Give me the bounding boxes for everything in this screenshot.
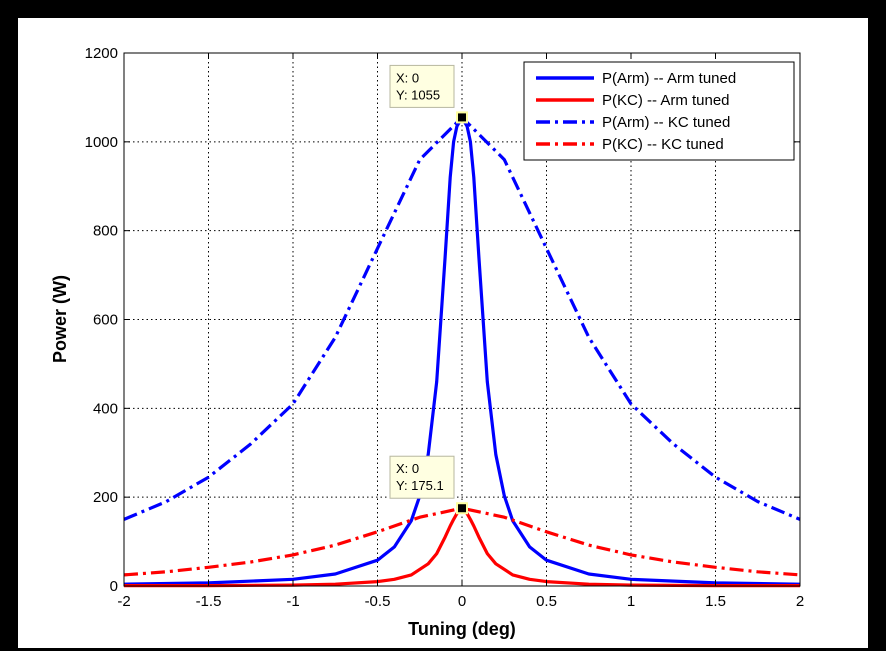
datatip-x: X: 0	[396, 461, 419, 476]
annotations: X: 0 Y: 1055 X: 0 Y: 175.1	[389, 64, 468, 515]
grid	[124, 53, 800, 586]
x-tick-label: -0.5	[365, 593, 391, 610]
legend-label: P(KC) -- Arm tuned	[602, 92, 730, 109]
datatip-box	[389, 455, 455, 499]
y-axis-label: Power (W)	[50, 275, 70, 363]
x-axis-label: Tuning (deg)	[408, 619, 516, 639]
datatip-x: X: 0	[396, 70, 419, 85]
legend-label: P(Arm) -- Arm tuned	[602, 70, 736, 87]
x-tick-label: 2	[796, 593, 804, 610]
legend: P(Arm) -- Arm tuned P(KC) -- Arm tuned P(A…	[523, 61, 795, 161]
y-tick-label: 200	[93, 489, 118, 506]
x-tick-label: -1.5	[196, 593, 222, 610]
y-tick-label: 800	[93, 223, 118, 240]
legend-label: P(KC) -- KC tuned	[602, 136, 724, 153]
ticks: -2 -1.5 -1 -0.5 0 0.5 1 1.5 2 0 200 400 600 800 1000 12…	[85, 45, 805, 610]
datatip-marker	[456, 502, 468, 515]
x-tick-label: 0.5	[536, 593, 557, 610]
y-tick-label: 1200	[85, 45, 118, 62]
datatip-y: Y: 1055	[396, 87, 440, 102]
y-tick-label: 400	[93, 400, 118, 417]
y-tick-label: 1000	[85, 134, 118, 151]
x-tick-label: 1.5	[705, 593, 726, 610]
x-tick-label: 0	[458, 593, 466, 610]
x-tick-label: -1	[286, 593, 299, 610]
datatip-y: Y: 175.1	[396, 478, 444, 493]
x-tick-label: -2	[117, 593, 130, 610]
datatip-box	[389, 64, 455, 108]
x-tick-label: 1	[627, 593, 635, 610]
y-tick-label: 600	[93, 312, 118, 329]
datatip-marker	[456, 111, 468, 124]
y-tick-label: 0	[110, 578, 118, 595]
legend-label: P(Arm) -- KC tuned	[602, 114, 730, 131]
